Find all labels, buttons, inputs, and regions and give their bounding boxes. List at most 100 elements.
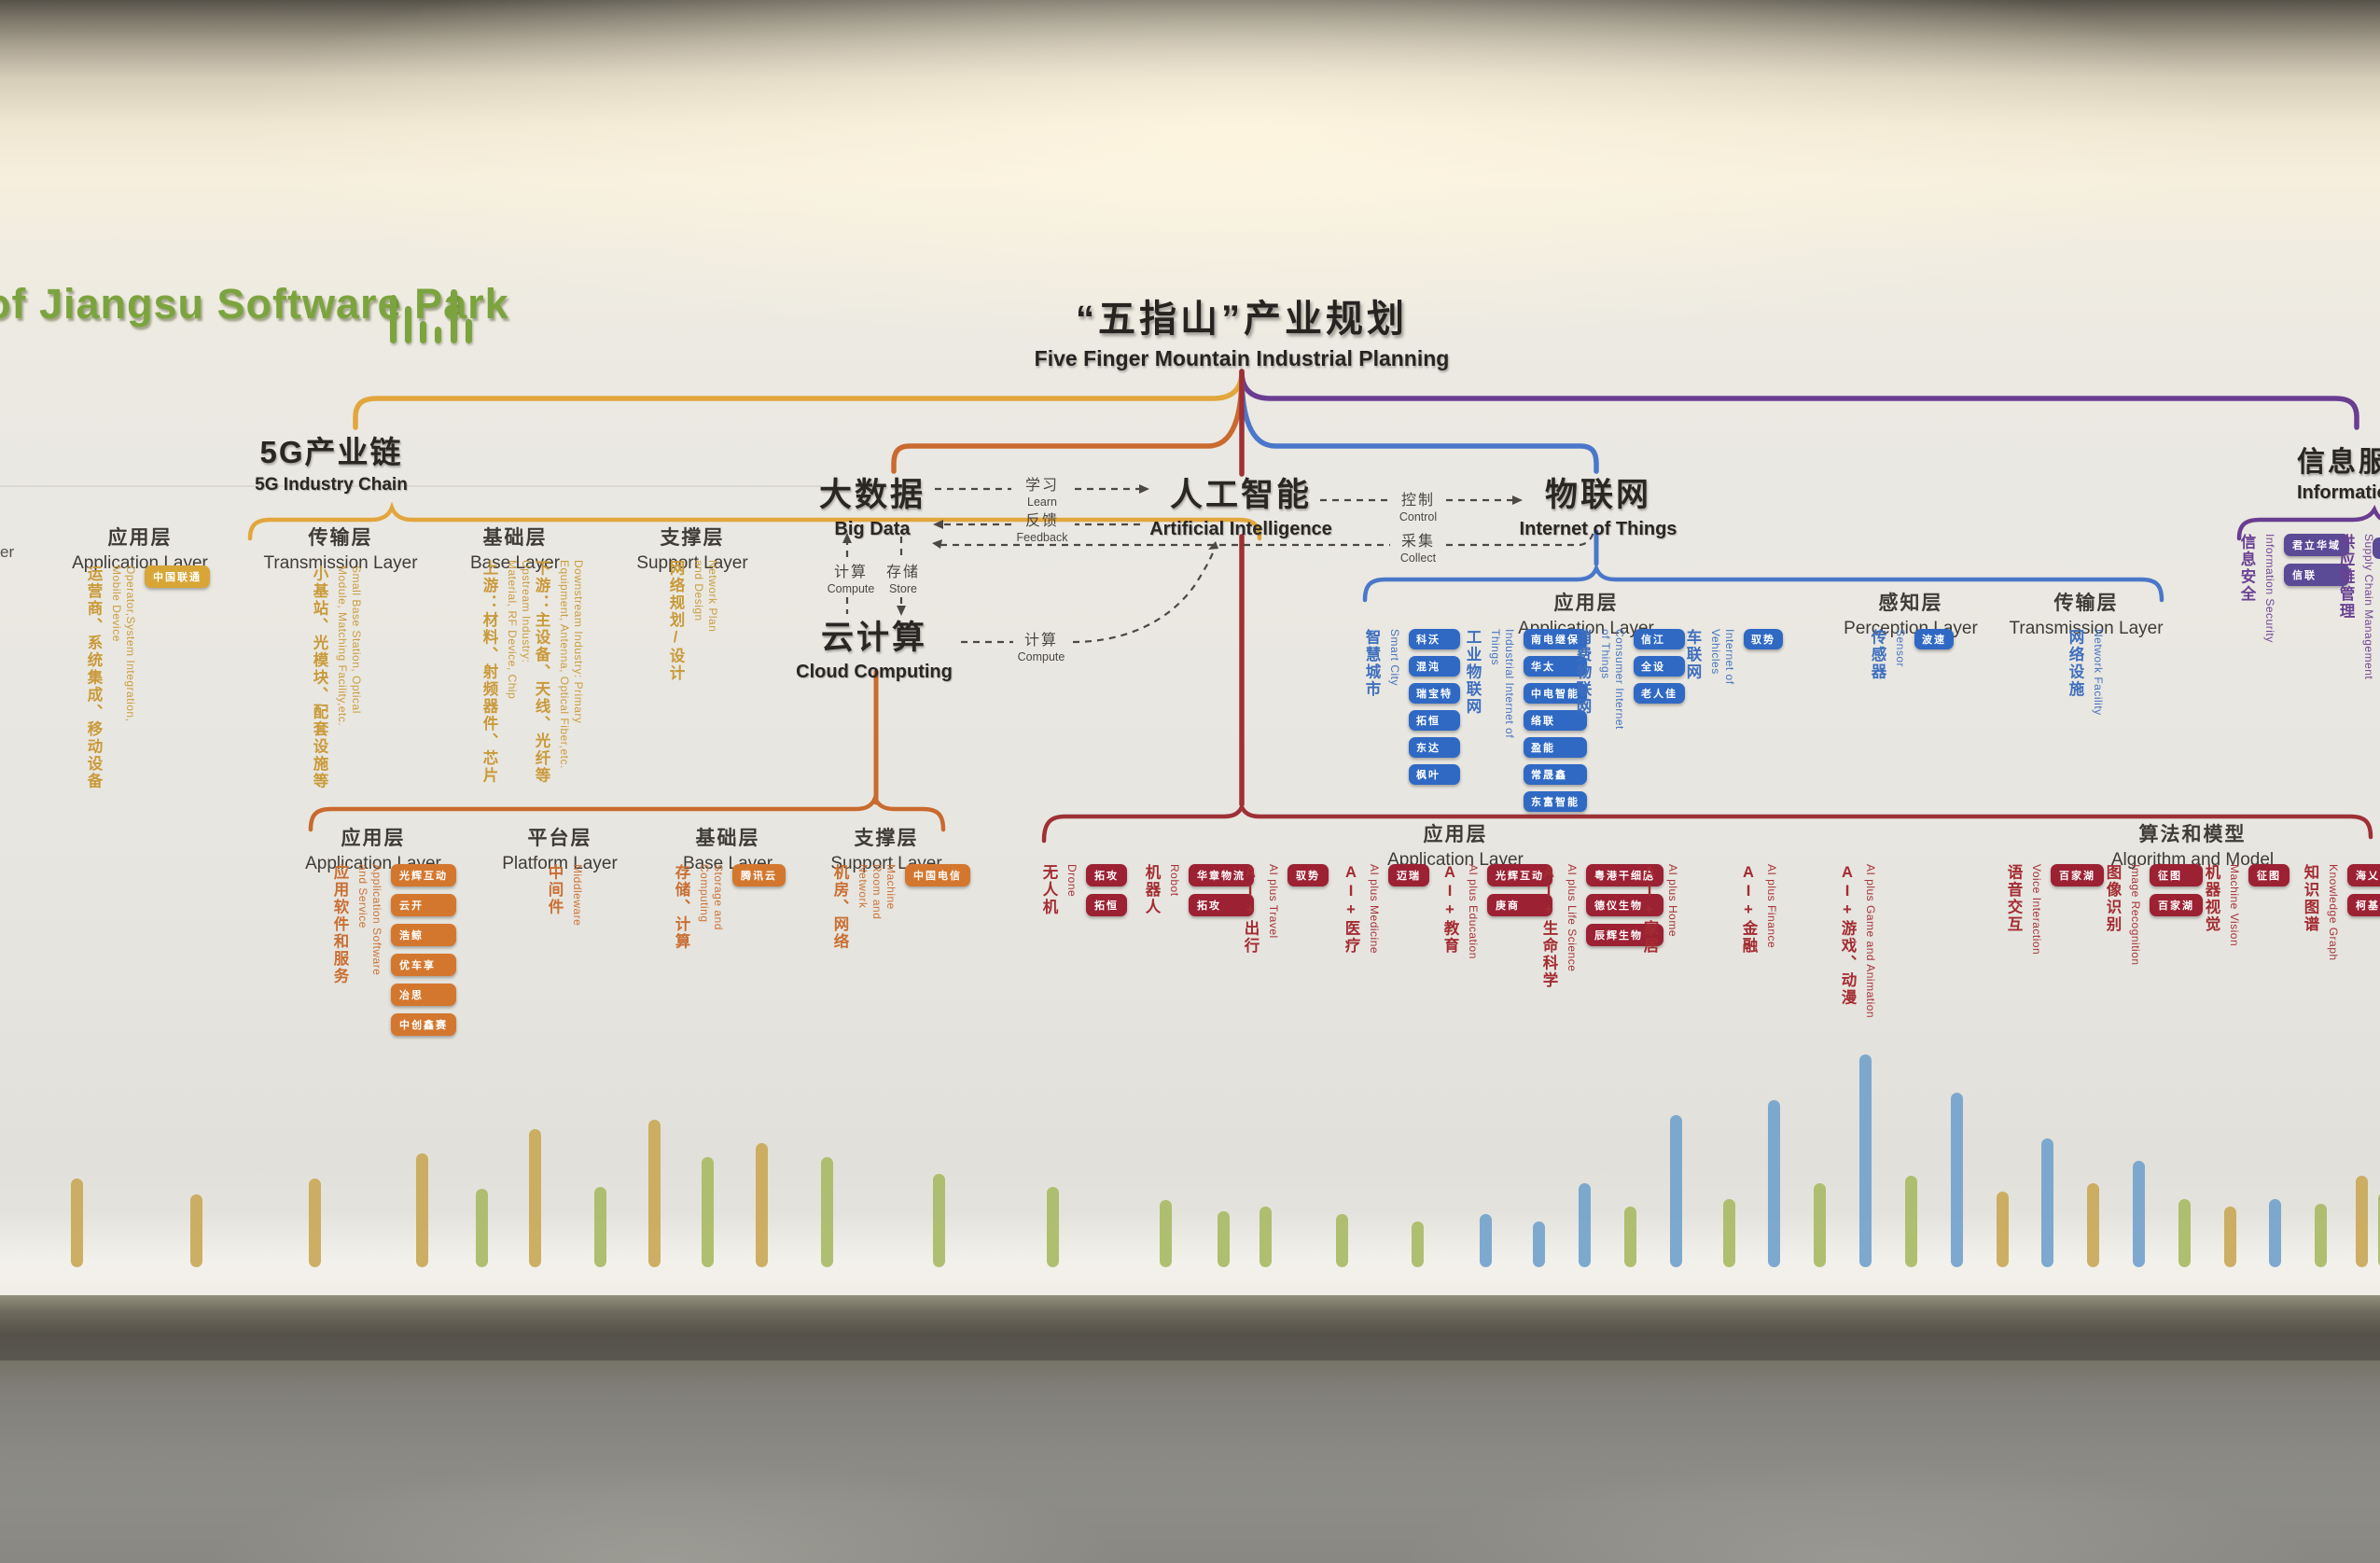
layer-title-cn: 基础层 (695, 828, 760, 849)
company-tag: 辰辉生物 (1586, 924, 1663, 946)
layer-title-cn: 应用层 (107, 527, 173, 549)
column-label-en: AI plus Game and Animation (1864, 864, 1877, 1019)
company-tags: 驭势 (1287, 864, 1329, 886)
company-tag: 络联 (1524, 710, 1587, 731)
iot-column: 工业物联网 Industrial Internet of Things 南电继保 华太… (1461, 629, 1587, 812)
flow-label-en: Store (889, 582, 917, 595)
company-tag: 全设 (1634, 656, 1685, 677)
arrow-learn (1139, 484, 1149, 494)
column-label-en: Network Plan and Design (692, 560, 719, 633)
layer-title-cn: 应用层 (1553, 593, 1619, 614)
company-tag: 波速 (1914, 629, 1954, 649)
flow-label-en: Collect (1399, 551, 1437, 565)
flow-label-cn: 计算 (1023, 633, 1059, 649)
layer-header-algorithm: 算法和模型 Algorithm and Model (2111, 819, 2274, 871)
park-sign-text: of Jiangsu Software Park (0, 280, 509, 328)
flow-label-cn: 存储 (885, 565, 921, 580)
flow-label-cn: 控制 (1400, 493, 1436, 509)
decor-bar (1336, 1214, 1348, 1267)
layer-title-cn: 应用层 (1423, 824, 1488, 845)
decor-bar (1160, 1200, 1172, 1267)
flow-label-en: Feedback (1016, 531, 1068, 544)
decor-bar (476, 1189, 488, 1267)
main-title: “五指山”产业规划 Five Finger Mountain Industria… (1035, 288, 1450, 371)
column-label-en: AI plus Medicine (1368, 864, 1381, 955)
decor-bar (1624, 1207, 1636, 1267)
company-tags: 华章物流 拓攻 (1189, 864, 1254, 916)
decor-bar (1670, 1115, 1682, 1267)
decor-bar (1260, 1207, 1272, 1267)
company-tag: 征图 (2150, 864, 2203, 886)
company-tag: 南电继保 (1524, 629, 1587, 649)
column-label-cn: 信息安全 (2238, 534, 2255, 603)
algorithm-column: 知识图谱 Knowledge Graph 海乂知柯基 (2299, 864, 2380, 961)
layer-header-5g: 传输层 Transmission Layer (263, 523, 417, 574)
section-header-5g: 5G产业链 5G Industry Chain (255, 427, 408, 495)
decor-bar (2378, 1193, 2380, 1267)
company-tags: 科沃 混沌 瑞宝特 拓恒 东达 枫叶 (1409, 629, 1460, 785)
company-tags: 腾讯云 (732, 864, 786, 886)
5g-column: 网络规划/设计 Network Plan and Design (664, 560, 719, 682)
company-tag: 华章物流 (1189, 864, 1254, 886)
decor-bar (2133, 1161, 2145, 1267)
brace-iot (1362, 562, 2164, 603)
decor-bar (2356, 1176, 2368, 1267)
layer-title-en: Transmission Layer (263, 553, 418, 573)
company-tag: 驭势 (1744, 629, 1783, 649)
column-label-en: AI plus Life Science (1566, 864, 1579, 972)
algorithm-column: 语音交互 Voice Interaction 百家湖 (2002, 864, 2104, 955)
datacloud-column: 存储、计算 Storage and Computing 腾讯云 (670, 864, 786, 951)
node-iot: 物联网 Internet of Things (1520, 468, 1677, 540)
column-label-en: Upstream Industry: Material, RF Device, … (506, 560, 533, 700)
layer-title-cn: 平台层 (527, 828, 592, 849)
arrow-store-down (897, 606, 906, 616)
column-label-cn: 知识图谱 (2302, 864, 2318, 933)
column-label-cn: 智慧城市 (1363, 629, 1380, 698)
decor-bar (2315, 1204, 2327, 1267)
company-tags: 信江 全设 老人佳 (1634, 629, 1685, 704)
company-tag: 德仪生物 (1586, 894, 1663, 916)
layer-header-5g: 基础层 Base Layer (470, 523, 560, 574)
column-label-en: Small Base Station, Optical Module, Matc… (336, 565, 363, 727)
decor-bar (1412, 1221, 1424, 1267)
flow-label-en: Control (1399, 510, 1438, 523)
node-ai: 人工智能 Artificial Intelligence (1149, 468, 1332, 540)
decor-bar (71, 1179, 83, 1267)
company-tags: 征图 (2248, 864, 2290, 886)
company-tag: 海乂知 (2347, 864, 2380, 886)
column-label-cn: 供应链管理 (2337, 534, 2354, 621)
company-tag: 粤港干细胞 (1586, 864, 1663, 886)
decor-bar (529, 1129, 541, 1267)
flow-control: 控制 Control (1399, 487, 1437, 523)
node-cloud: 云计算 Cloud Computing (796, 611, 953, 683)
decor-bar (1951, 1093, 1963, 1267)
company-tag: 老人佳 (1634, 683, 1685, 704)
company-tag: 浩鲸 (391, 924, 456, 946)
decor-bar (702, 1157, 714, 1267)
infoservice-column: 供应链管理 Supply Chain Management (2334, 534, 2375, 679)
column-label-en: Voice Interaction (2030, 864, 2043, 956)
column-label-cn: AI+出行 (1242, 864, 1259, 955)
arrow-feedback (933, 520, 943, 529)
company-tag: 华太 (1524, 656, 1587, 677)
flow-compute-lateral: 计算 Compute (1018, 627, 1065, 663)
flow-feedback: 反馈 Feedback (1017, 508, 1068, 544)
column-label-en: Application Software and Service (356, 864, 383, 976)
flow-compute-up: 计算 Compute (828, 559, 875, 595)
company-tag: 中电智能 (1524, 683, 1587, 704)
iot-column: 车联网 Internet of Vehicles 驭势 (1681, 629, 1783, 699)
column-label-en: Consumer Internet of Things (1599, 629, 1626, 730)
iot-column: 网络设施 Network Facility (2064, 629, 2105, 716)
layer-title-cn: 感知层 (1878, 593, 1943, 614)
company-tag: 百家湖 (2051, 864, 2104, 886)
company-tags: 拓攻 拓恒 (1086, 864, 1127, 916)
ai-application-column: 无人机 Drone 拓攻 拓恒 (1037, 864, 1127, 916)
company-tags: 波速 (1914, 629, 1954, 649)
column-label-en: Information Security (2263, 534, 2276, 643)
node-ai-en: Artificial Intelligence (1149, 519, 1332, 539)
company-tags: 粤港干细胞德仪生物辰辉生物 (1586, 864, 1663, 946)
layer-title-cn: 传输层 (308, 527, 373, 549)
node-infoservice-cn: 信息服务 (2297, 447, 2380, 478)
column-label-cn: 机器人 (1143, 864, 1160, 916)
node-bigdata-en: Big Data (834, 519, 911, 539)
